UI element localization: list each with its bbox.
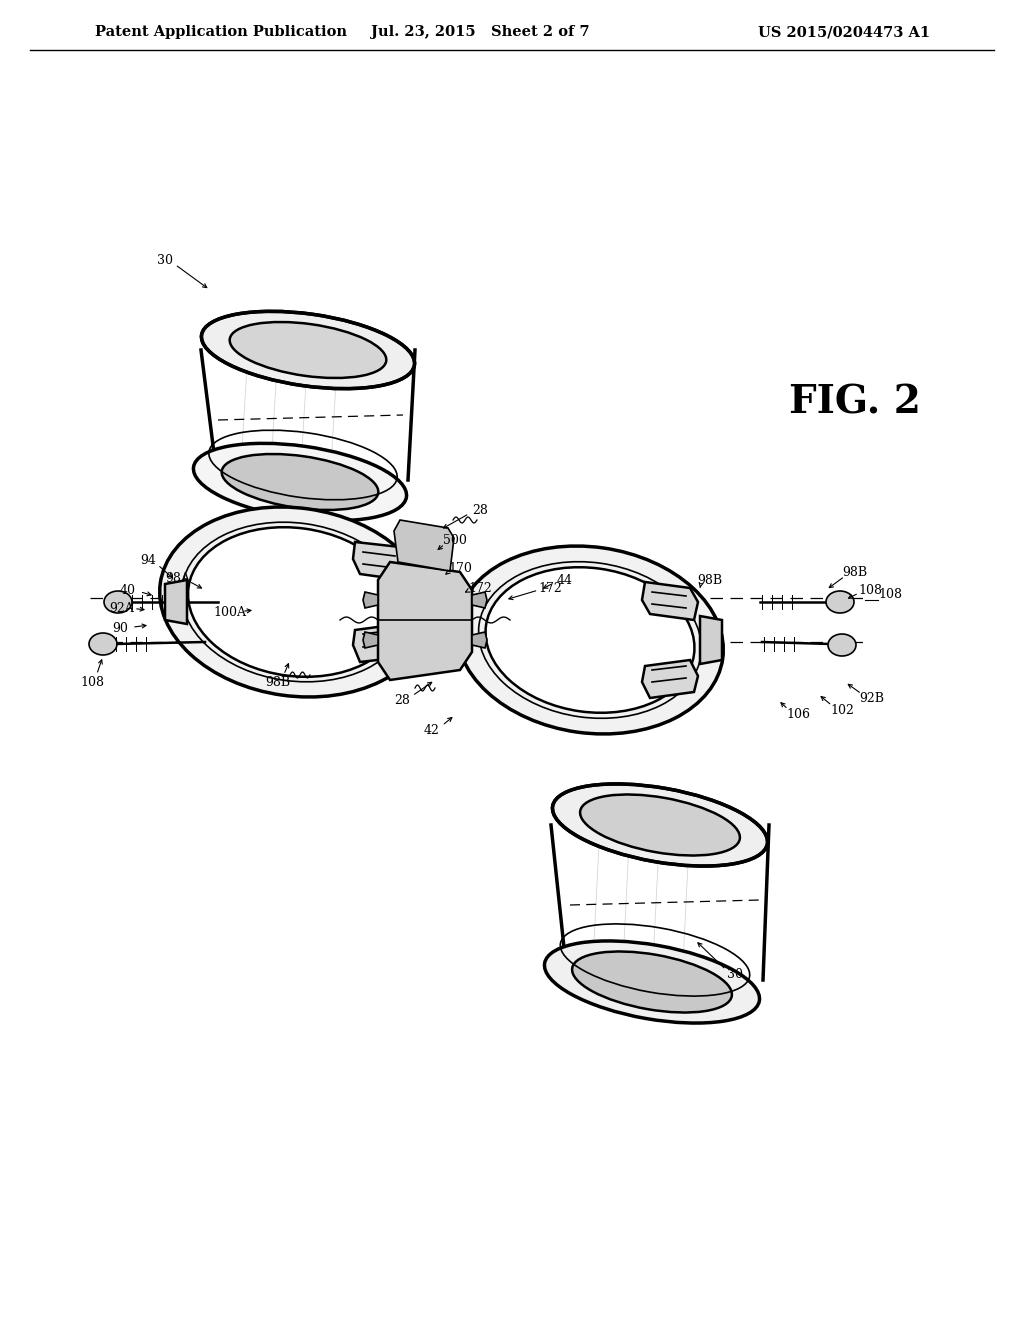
Polygon shape (642, 582, 698, 620)
Text: 90: 90 (112, 622, 128, 635)
Ellipse shape (89, 634, 117, 655)
Text: 500: 500 (443, 533, 467, 546)
Ellipse shape (826, 591, 854, 612)
Text: 92B: 92B (859, 692, 885, 705)
Text: 172: 172 (539, 582, 562, 594)
Text: 30: 30 (157, 253, 173, 267)
Text: 108: 108 (80, 676, 104, 689)
Ellipse shape (229, 322, 386, 378)
Text: 172: 172 (468, 582, 492, 594)
Text: Patent Application Publication: Patent Application Publication (95, 25, 347, 40)
Text: 98B: 98B (843, 565, 867, 578)
Text: 94: 94 (140, 553, 156, 566)
Polygon shape (472, 591, 487, 609)
Text: US 2015/0204473 A1: US 2015/0204473 A1 (758, 25, 930, 40)
Text: 42: 42 (424, 723, 440, 737)
Text: 108: 108 (878, 589, 902, 602)
Ellipse shape (194, 444, 407, 520)
Text: 100A: 100A (213, 606, 247, 619)
Ellipse shape (104, 591, 132, 612)
Text: 108: 108 (858, 583, 882, 597)
Polygon shape (378, 562, 472, 680)
Polygon shape (700, 616, 722, 664)
Text: 106: 106 (786, 708, 810, 721)
Polygon shape (165, 579, 187, 624)
Text: 98B: 98B (697, 573, 723, 586)
Text: 92A: 92A (110, 602, 134, 615)
Text: 30: 30 (727, 969, 743, 982)
Ellipse shape (202, 312, 415, 388)
Polygon shape (362, 632, 378, 648)
Polygon shape (642, 660, 698, 698)
Polygon shape (353, 543, 407, 579)
Polygon shape (362, 591, 378, 609)
Ellipse shape (580, 795, 740, 855)
Text: 170: 170 (449, 561, 472, 574)
Ellipse shape (457, 546, 723, 734)
Ellipse shape (828, 634, 856, 656)
Ellipse shape (485, 568, 694, 713)
Ellipse shape (553, 784, 768, 866)
Text: 40: 40 (120, 583, 136, 597)
Text: Jul. 23, 2015   Sheet 2 of 7: Jul. 23, 2015 Sheet 2 of 7 (371, 25, 590, 40)
Polygon shape (394, 520, 454, 572)
Text: 28: 28 (394, 693, 410, 706)
Text: 44: 44 (557, 573, 573, 586)
Ellipse shape (160, 507, 430, 697)
Text: 102: 102 (830, 704, 854, 717)
Ellipse shape (545, 941, 760, 1023)
Text: 98B: 98B (265, 676, 291, 689)
Ellipse shape (188, 527, 402, 677)
Ellipse shape (221, 454, 378, 510)
Text: 98A: 98A (166, 572, 190, 585)
Polygon shape (353, 624, 407, 663)
Polygon shape (472, 632, 487, 648)
Text: FIG. 2: FIG. 2 (790, 384, 921, 421)
Ellipse shape (572, 952, 732, 1012)
Text: 28: 28 (472, 503, 488, 516)
